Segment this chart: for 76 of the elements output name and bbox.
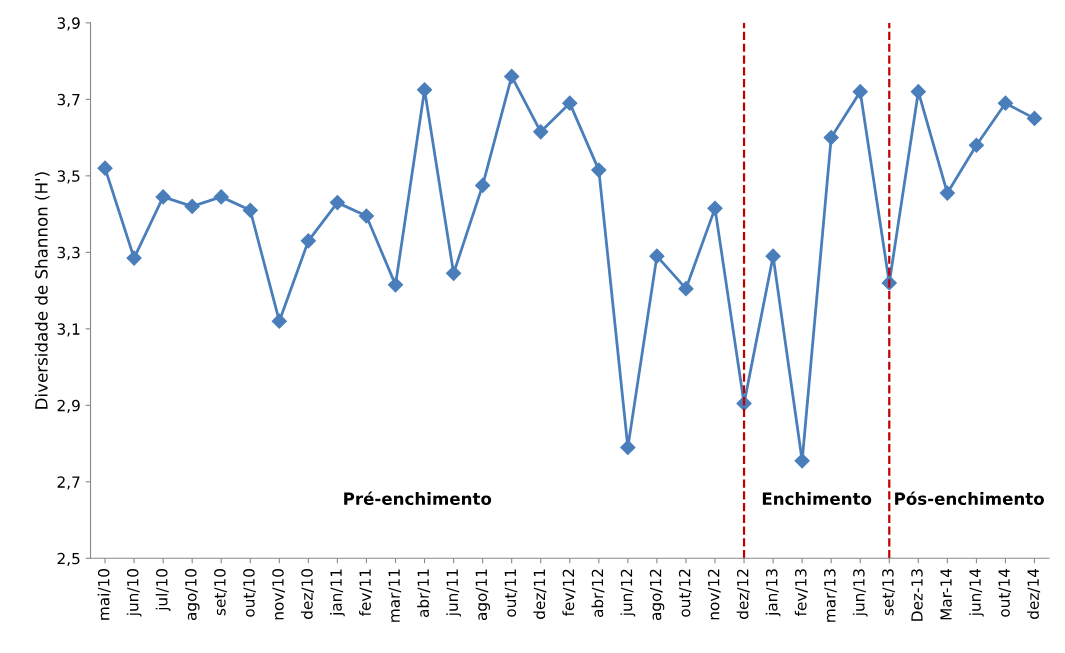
point [823, 130, 839, 146]
x-tick-label: jan/11 [330, 569, 345, 617]
y-tick-label: 3,1 [57, 323, 80, 337]
point [562, 95, 578, 111]
annotation: Enchimento [762, 492, 872, 506]
point [910, 84, 926, 100]
point [329, 195, 345, 211]
annotation: Pré-enchimento [344, 491, 492, 506]
y-tick-label: 3,7 [57, 93, 80, 107]
point [213, 189, 229, 205]
point [155, 189, 171, 205]
y-tick-label: 3,5 [57, 170, 80, 184]
x-tick-label: abr/12 [591, 569, 605, 618]
point [271, 313, 287, 329]
x-tick-label: jun/12 [620, 569, 636, 617]
x-tick-label: out/10 [243, 569, 256, 617]
x-tick-label: jun/11 [446, 569, 461, 617]
x-tick-label: fev/13 [794, 569, 808, 617]
point [358, 208, 375, 224]
x-tick-label: ago/12 [649, 569, 665, 621]
x-tick-label: nov/12 [707, 569, 721, 620]
x-tick-label: set/10 [214, 569, 227, 616]
point [533, 124, 549, 140]
point [446, 265, 462, 281]
y-tick-label: 2,9 [57, 399, 80, 413]
point [707, 200, 723, 216]
y-tick-label: 2,7 [57, 476, 80, 490]
x-tick-label: out/12 [678, 569, 692, 617]
x-tick-label: out/11 [504, 569, 518, 617]
point [475, 177, 491, 193]
point [504, 68, 520, 84]
point [678, 281, 694, 297]
x-tick-label: jan/13 [765, 569, 781, 617]
point [765, 248, 781, 264]
point [184, 198, 200, 215]
x-tick-label: jun/14 [969, 568, 984, 617]
point [97, 160, 113, 176]
point [649, 248, 665, 264]
x-tick-label: mai/10 [97, 569, 111, 620]
point [126, 250, 142, 266]
x-tick-label: dez/11 [533, 569, 547, 619]
point [997, 95, 1014, 111]
x-tick-label: nov/10 [272, 569, 285, 620]
x-tick-label: jun/13 [852, 569, 868, 617]
annotation: Pós-enchimento [895, 491, 1044, 506]
x-tick-label: mar/13 [824, 569, 837, 622]
point [794, 453, 810, 469]
point [242, 202, 258, 218]
x-tick-label: jun/10 [126, 569, 142, 617]
y-tick-label: 3,9 [57, 17, 80, 31]
x-tick-label: dez/14 [1027, 568, 1041, 619]
y-tick-label: 2,5 [57, 552, 80, 566]
point [387, 277, 404, 293]
point [620, 439, 636, 455]
x-tick-label: out/14 [998, 568, 1012, 617]
x-tick-label: ago/10 [185, 569, 200, 621]
x-tick-label: abr/11 [417, 569, 431, 618]
point [939, 185, 955, 201]
point [968, 137, 984, 153]
point [1026, 110, 1043, 127]
x-tick-label: Dez-13 [911, 569, 923, 621]
y-tick-label: 3,3 [57, 246, 80, 260]
y-axis-title: Diversidade de Shannon (H') [34, 172, 50, 409]
point [852, 84, 868, 100]
x-tick-label: jul/10 [155, 569, 171, 612]
x-tick-label: set/13 [882, 569, 895, 616]
x-tick-label: mar/11 [388, 569, 402, 622]
x-tick-label: fev/12 [562, 569, 576, 617]
point [416, 82, 433, 98]
x-tick-label: Mar-14 [940, 568, 952, 620]
point [300, 233, 316, 249]
x-tick-label: dez/12 [736, 569, 750, 619]
point [591, 162, 607, 178]
x-tick-label: ago/11 [475, 569, 491, 621]
x-tick-label: fev/11 [359, 569, 373, 617]
x-tick-label: dez/10 [300, 569, 314, 619]
